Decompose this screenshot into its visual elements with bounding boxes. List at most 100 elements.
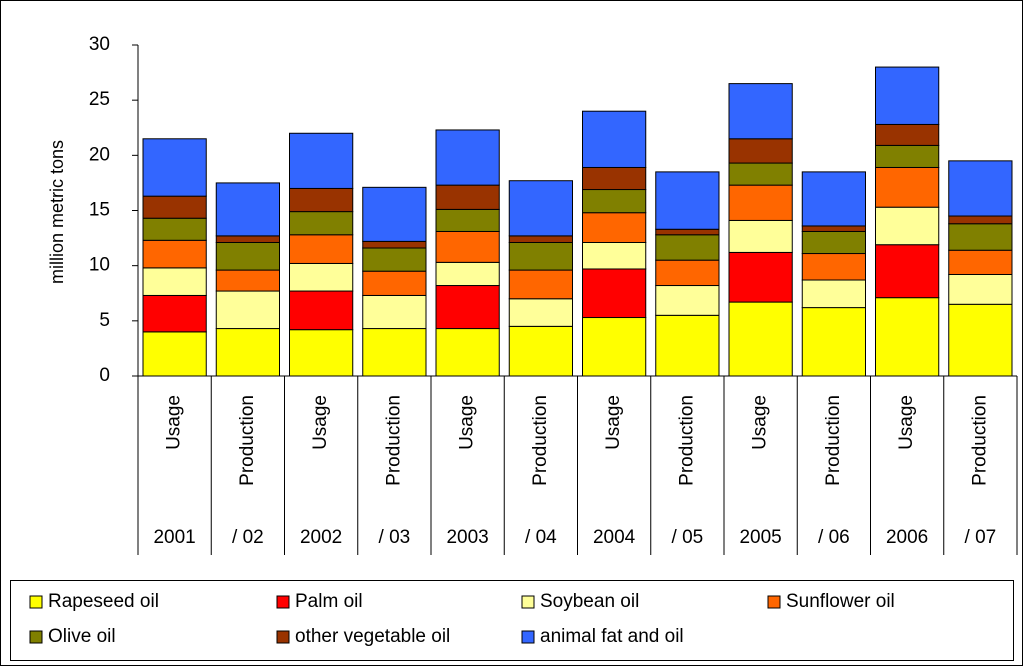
x-group-label: / 04 bbox=[525, 527, 557, 548]
bar-segment bbox=[289, 329, 354, 377]
bar-segment bbox=[142, 195, 207, 219]
bar-segment bbox=[948, 249, 1013, 275]
bar-segment bbox=[289, 290, 354, 331]
bar-segment bbox=[728, 184, 793, 221]
bar-segment bbox=[289, 262, 354, 292]
legend-swatch bbox=[276, 630, 290, 644]
x-group-label: / 07 bbox=[965, 527, 997, 548]
y-tick-label: 0 bbox=[99, 365, 110, 386]
bar-segment bbox=[801, 307, 866, 377]
bar-segment bbox=[289, 234, 354, 264]
bar-segment bbox=[289, 211, 354, 236]
bar-segment bbox=[582, 241, 647, 270]
bar-segment bbox=[362, 247, 427, 272]
bar-segment bbox=[655, 171, 720, 230]
legend-swatch bbox=[767, 595, 781, 609]
y-tick-label: 5 bbox=[99, 310, 110, 331]
x-group-label: 2001 bbox=[153, 527, 195, 548]
bar-segment bbox=[948, 273, 1013, 305]
bar-segment bbox=[655, 285, 720, 316]
bar-segment bbox=[728, 301, 793, 377]
y-tick-label: 25 bbox=[89, 89, 110, 110]
bar-segment bbox=[801, 171, 866, 227]
bar-segment bbox=[582, 189, 647, 214]
y-axis-title: million metric tons bbox=[47, 140, 67, 284]
x-tick-label: Usage bbox=[896, 395, 917, 450]
bar-segment bbox=[435, 328, 500, 377]
bar-segment bbox=[142, 331, 207, 377]
bar-segment bbox=[215, 235, 280, 243]
x-group-label: / 03 bbox=[379, 527, 411, 548]
bar-segment bbox=[215, 182, 280, 237]
bar-segment bbox=[508, 241, 573, 271]
legend-label: animal fat and oil bbox=[540, 626, 684, 647]
bar-segment bbox=[875, 144, 940, 168]
bar-segment bbox=[728, 138, 793, 164]
legend-box bbox=[10, 580, 1014, 661]
x-tick-label: Usage bbox=[750, 395, 771, 450]
bar-segment bbox=[435, 184, 500, 210]
bar-segment bbox=[435, 208, 500, 232]
x-group-label: / 05 bbox=[672, 527, 704, 548]
y-tick-label: 15 bbox=[89, 200, 110, 221]
bar-segment bbox=[508, 325, 573, 377]
bar-segment bbox=[948, 303, 1013, 377]
x-tick-label: Production bbox=[676, 395, 697, 486]
bar-segment bbox=[948, 223, 1013, 251]
bar-segment bbox=[435, 285, 500, 330]
bar-segment bbox=[875, 66, 940, 125]
bar-segment bbox=[435, 129, 500, 186]
bar-segment bbox=[948, 215, 1013, 225]
x-tick-label: Production bbox=[823, 395, 844, 486]
x-group-label: / 06 bbox=[818, 527, 850, 548]
bar-segment bbox=[142, 294, 207, 333]
x-group-label: 2004 bbox=[593, 527, 636, 548]
bar-segment bbox=[289, 187, 354, 213]
bar-segment bbox=[655, 228, 720, 236]
bar-segment bbox=[142, 239, 207, 269]
x-tick-label: Usage bbox=[603, 395, 624, 450]
legend-swatch bbox=[276, 595, 290, 609]
x-group-label: 2002 bbox=[300, 527, 342, 548]
bar-segment bbox=[508, 235, 573, 243]
legend-label: Olive oil bbox=[48, 626, 116, 647]
y-tick-label: 20 bbox=[89, 144, 110, 165]
bar-segment bbox=[215, 328, 280, 377]
bar-segment bbox=[875, 206, 940, 246]
bar-segment bbox=[362, 328, 427, 377]
bar-segment bbox=[801, 230, 866, 255]
bar-segment bbox=[362, 240, 427, 249]
bar-segment bbox=[142, 267, 207, 296]
x-tick-label: Usage bbox=[164, 395, 185, 450]
bar-segment bbox=[582, 166, 647, 191]
bar-segment bbox=[875, 123, 940, 146]
bar-segment bbox=[728, 251, 793, 303]
x-tick-label: Production bbox=[383, 395, 404, 486]
bar-segment bbox=[582, 110, 647, 168]
x-tick-label: Production bbox=[237, 395, 258, 486]
bar-segment bbox=[875, 244, 940, 299]
bar-segment bbox=[362, 186, 427, 242]
legend-label: other vegetable oil bbox=[295, 626, 450, 647]
bar-segment bbox=[582, 268, 647, 319]
legend-swatch bbox=[521, 630, 535, 644]
x-group-label: 2005 bbox=[739, 527, 781, 548]
bar-segment bbox=[801, 279, 866, 309]
x-tick-label: Usage bbox=[457, 395, 478, 450]
legend-label: Sunflower oil bbox=[786, 591, 895, 612]
bar-segment bbox=[728, 162, 793, 186]
bar-segment bbox=[215, 241, 280, 271]
bar-segment bbox=[875, 297, 940, 377]
x-tick-label: Usage bbox=[310, 395, 331, 450]
bar-segment bbox=[215, 290, 280, 330]
legend-label: Soybean oil bbox=[540, 591, 639, 612]
bar-segment bbox=[508, 180, 573, 237]
bar-segment bbox=[801, 225, 866, 232]
bar-segment bbox=[582, 317, 647, 377]
bar-segment bbox=[655, 259, 720, 287]
bar-segment bbox=[508, 298, 573, 327]
x-group-label: 2003 bbox=[446, 527, 488, 548]
x-tick-label: Production bbox=[530, 395, 551, 486]
